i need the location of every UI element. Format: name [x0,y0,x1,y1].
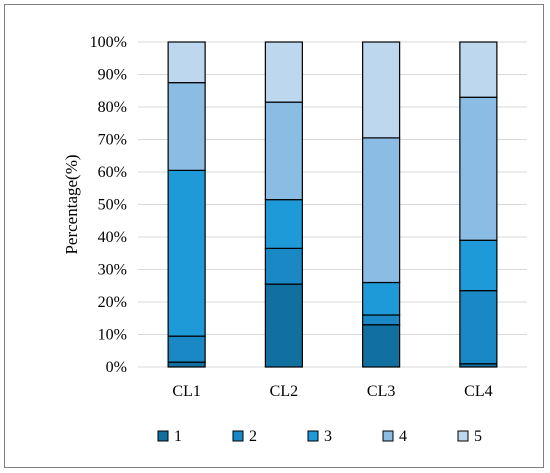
bar-segment-CL4-series-2 [459,290,498,365]
legend-swatch-3 [307,430,319,442]
legend-label: 2 [249,428,257,445]
y-axis-title: Percentage(%) [62,154,81,254]
y-tick-label: 0% [106,359,127,376]
bar-segment-CL4-series-3 [459,239,498,292]
bar-segment-CL2-series-1 [264,283,303,368]
bar-segment-CL2-series-4 [264,101,303,201]
y-tick-label: 40% [98,229,127,246]
bar-segment-CL3-series-5 [362,41,401,139]
legend-label: 1 [174,428,182,445]
bar-segment-CL1-series-3 [167,169,206,337]
y-tick-label: 50% [98,197,127,214]
y-tick-label: 30% [98,262,127,279]
bar-segment-CL4-series-4 [459,96,498,241]
y-tick-label: 10% [98,327,127,344]
bar-segment-CL3-series-3 [362,281,401,316]
y-tick-label: 90% [98,67,127,84]
bar-segment-CL1-series-1 [167,361,206,368]
legend-label: 4 [399,428,407,445]
legend-swatch-5 [457,430,469,442]
bar-segment-CL1-series-5 [167,41,206,84]
x-tick-label: CL3 [367,383,395,400]
x-tick-label: CL2 [270,383,298,400]
bars [167,41,498,368]
y-tick-label: 20% [98,294,127,311]
y-tick-label: 60% [98,164,127,181]
bar-segment-CL3-series-2 [362,314,401,326]
bar-segment-CL3-series-1 [362,324,401,368]
legend-swatch-1 [157,430,169,442]
bar-segment-CL2-series-5 [264,41,303,103]
bar-segment-CL1-series-2 [167,335,206,363]
bar-segment-CL3-series-4 [362,137,401,284]
y-axis-tick-labels: 0% 10% 20% 30% 40% 50% 60% 70% 80% 90% 100% [90,34,127,376]
legend-swatch-2 [232,430,244,442]
legend-swatch-4 [382,430,394,442]
legend-label: 5 [474,428,482,445]
bar-segment-CL2-series-3 [264,199,303,249]
y-tick-label: 80% [98,99,127,116]
y-tick-label: 70% [98,132,127,149]
y-tick-label: 100% [90,34,127,51]
legend-label: 3 [324,428,332,445]
x-tick-label: CL1 [172,383,200,400]
x-axis-tick-labels: CL1 CL2 CL3 CL4 [172,383,492,400]
bar-segment-CL1-series-4 [167,82,206,171]
bar-segment-CL4-series-5 [459,41,498,98]
bar-segment-CL2-series-2 [264,247,303,285]
legend: 1 2 3 4 5 [157,428,482,445]
x-tick-label: CL4 [464,383,492,400]
